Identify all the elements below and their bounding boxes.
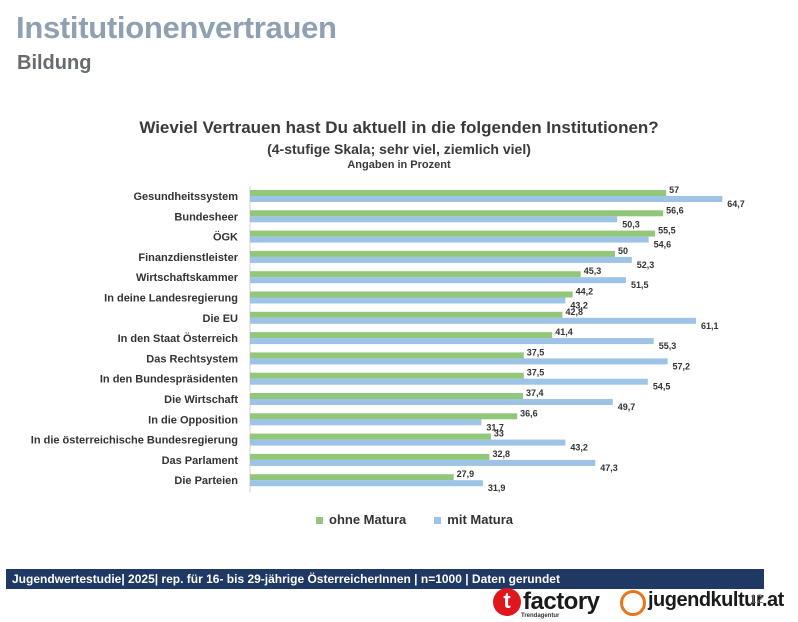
bar-ohne-matura [250, 311, 563, 318]
data-label-ohne-matura: 44,2 [576, 287, 594, 297]
tfactory-logo: factory [523, 588, 600, 615]
bar-ohne-matura [250, 230, 656, 237]
data-label-mit-matura: 61,1 [701, 321, 719, 331]
data-label-ohne-matura: 55,5 [658, 226, 676, 236]
bar-mit-matura [250, 317, 696, 324]
jugendkultur-logo-icon [620, 590, 646, 616]
category-label: In deine Landesregierung [104, 293, 238, 305]
category-label: In die österreichische Bundesregierung [31, 435, 238, 447]
data-label-mit-matura: 54,6 [654, 240, 672, 250]
data-label-mit-matura: 50,3 [622, 219, 640, 229]
chart-note: Angaben in Prozent [347, 159, 451, 171]
category-label: In die Opposition [148, 414, 238, 426]
bar-mit-matura [250, 196, 723, 202]
category-label: Die EU [203, 313, 239, 325]
data-label-mit-matura: 52,3 [637, 260, 655, 270]
category-label: Wirtschaftskammer [136, 272, 239, 284]
data-label-ohne-matura: 37,4 [526, 388, 544, 398]
data-label-ohne-matura: 36,6 [520, 408, 538, 418]
bar-mit-matura [250, 338, 654, 345]
category-label: In den Bundespräsidenten [100, 374, 238, 386]
legend-label-mit-matura: mit Matura [447, 512, 514, 527]
legend-swatch-mit-matura [434, 517, 442, 525]
bar-ohne-matura [250, 393, 523, 399]
category-label: Die Wirtschaft [164, 394, 238, 406]
data-label-mit-matura: 54,5 [653, 382, 671, 392]
bar-ohne-matura [250, 291, 573, 298]
bar-ohne-matura [250, 250, 615, 257]
chart-subtitle: (4-stufige Skala; sehr viel, ziemlich vi… [267, 141, 531, 157]
bar-ohne-matura [250, 352, 524, 359]
bar-mit-matura [250, 480, 483, 487]
data-label-ohne-matura: 37,5 [527, 347, 545, 357]
category-label: In den Staat Österreich [118, 332, 239, 345]
category-label: Gesundheitssystem [133, 191, 238, 203]
bar-mit-matura [250, 399, 613, 405]
bar-ohne-matura [250, 332, 553, 339]
data-label-ohne-matura: 57 [669, 185, 679, 195]
category-label: Bundesheer [174, 211, 238, 223]
page-subtitle: Bildung [17, 52, 92, 74]
category-label: ÖGK [213, 231, 238, 244]
data-label-mit-matura: 64,7 [727, 199, 745, 209]
page-title: Institutionenvertrauen [16, 10, 337, 45]
footer-bar: Jugendwertestudie| 2025| rep. für 16- bi… [6, 569, 764, 589]
chart-legend: ohne Matura mit Matura [316, 512, 513, 527]
data-label-mit-matura: 31,7 [486, 422, 504, 432]
bar-mit-matura [250, 358, 668, 365]
bar-ohne-matura [250, 433, 491, 440]
bar-mit-matura [250, 277, 626, 284]
legend-label-ohne-matura: ohne Matura [329, 512, 407, 527]
data-label-mit-matura: 49,7 [618, 402, 636, 412]
bar-ohne-matura [250, 453, 490, 460]
bar-mit-matura [250, 439, 566, 446]
data-label-mit-matura: 55,3 [659, 341, 677, 351]
bar-mit-matura [250, 216, 618, 223]
data-label-mit-matura: 47,3 [600, 463, 618, 473]
legend-item-ohne-matura: ohne Matura [316, 512, 406, 527]
data-label-ohne-matura: 27,9 [457, 469, 475, 479]
data-label-ohne-matura: 41,4 [555, 327, 573, 337]
bar-mit-matura [250, 419, 482, 426]
data-label-ohne-matura: 37,5 [527, 368, 545, 378]
data-label-mit-matura: 31,9 [488, 483, 506, 493]
bar-ohne-matura [250, 413, 518, 420]
legend-item-mit-matura: mit Matura [434, 512, 513, 527]
category-label: Das Parlament [162, 455, 239, 467]
data-label-ohne-matura: 45,3 [584, 266, 602, 276]
bar-mit-matura [250, 297, 566, 304]
data-label-ohne-matura: 56,6 [666, 205, 684, 215]
bar-mit-matura [250, 236, 649, 243]
bar-mit-matura [250, 459, 596, 466]
legend-swatch-ohne-matura [316, 517, 323, 525]
data-label-ohne-matura: 33 [494, 429, 504, 439]
jugendkultur-logo: jugendkultur.at [648, 589, 784, 611]
bar-ohne-matura [250, 271, 581, 278]
tfactory-logo-icon: t [493, 588, 521, 616]
category-label: Finanzdienstleister [138, 252, 238, 264]
data-label-ohne-matura: 50 [618, 246, 628, 256]
data-label-mit-matura: 43,2 [570, 443, 588, 453]
bar-ohne-matura [250, 210, 664, 217]
page-number: 12 [750, 592, 764, 606]
data-label-ohne-matura: 32,8 [492, 449, 510, 459]
bar-ohne-matura [250, 474, 454, 481]
chart-title: Wieviel Vertrauen hast Du aktuell in die… [139, 118, 659, 137]
bar-mit-matura [250, 256, 632, 263]
data-label-mit-matura: 43,2 [570, 301, 588, 311]
category-label: Das Rechtsystem [146, 353, 238, 365]
category-label: Die Parteien [174, 475, 238, 487]
bar-ohne-matura [250, 372, 524, 379]
bar-mit-matura [250, 378, 648, 385]
tfactory-logo-tagline: Trendagentur [521, 613, 560, 619]
data-label-mit-matura: 57,2 [673, 361, 691, 371]
data-label-ohne-matura: 42,8 [565, 307, 583, 317]
bar-chart: Gesundheitssystem 57 64,7 Bundesheer 56,6 50,… [31, 185, 745, 493]
bar-ohne-matura [250, 190, 667, 196]
data-label-mit-matura: 51,5 [631, 280, 649, 290]
